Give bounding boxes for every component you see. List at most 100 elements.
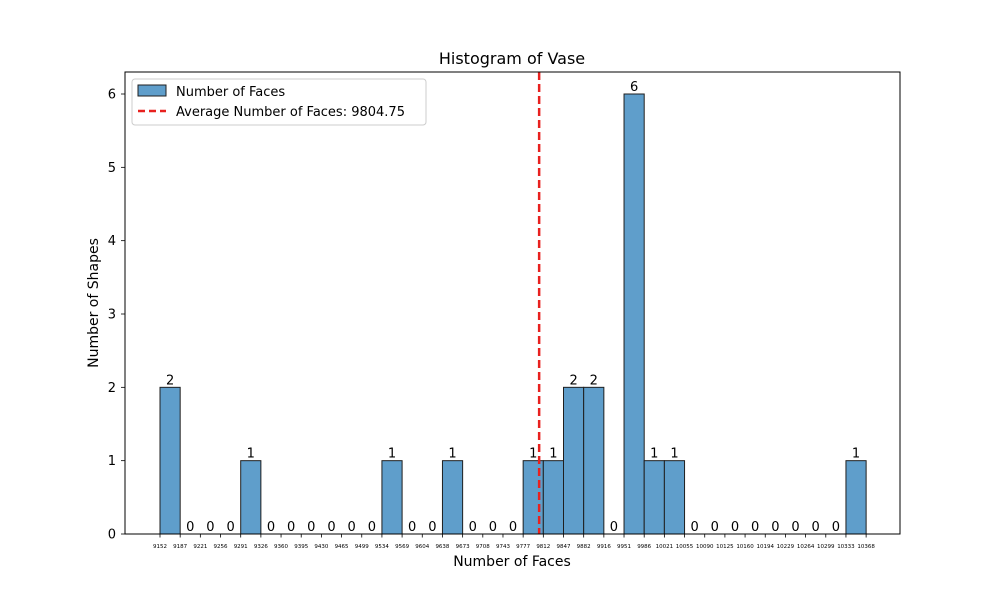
x-tick-label: 9395	[294, 544, 308, 550]
bar-count-label: 1	[388, 447, 396, 462]
bar-count-label: 0	[832, 520, 840, 535]
bar-count-label: 0	[610, 520, 618, 535]
x-tick-label: 10021	[656, 544, 674, 550]
bar-count-label: 1	[549, 447, 557, 462]
x-tick-label: 10368	[857, 544, 875, 550]
bar-count-label: 0	[428, 520, 436, 535]
histogram-bar	[441, 460, 464, 535]
x-tick-label: 9326	[254, 544, 268, 550]
x-tick-label: 9847	[557, 544, 571, 550]
histogram-bar	[563, 386, 585, 535]
legend: Number of Faces Average Number of Faces:…	[131, 78, 427, 126]
bar-count-label: 0	[751, 520, 759, 535]
x-tick-label: 9812	[536, 544, 550, 550]
x-tick-label: 9986	[637, 544, 651, 550]
y-tick-label: 2	[108, 381, 116, 396]
y-ticks-group: 0 1 2 3 4 5 6	[108, 88, 125, 543]
bar-count-label: 0	[327, 520, 335, 535]
bar-count-label: 1	[670, 447, 678, 462]
bar-count-label: 0	[408, 520, 416, 535]
bar-count-label: 0	[368, 520, 376, 535]
legend-swatch-bars	[137, 84, 167, 97]
x-tick-label: 10333	[837, 544, 855, 550]
bar-count-label: 2	[166, 373, 174, 388]
bar-count-label: 1	[448, 447, 456, 462]
x-tick-label: 9499	[355, 544, 369, 550]
histogram-bar	[623, 93, 645, 535]
bar-count-label: 2	[590, 373, 598, 388]
bar-count-label: 0	[186, 520, 194, 535]
bars-group	[159, 93, 867, 535]
bar-count-label: 0	[791, 520, 799, 535]
y-tick-label: 0	[108, 528, 116, 543]
histogram-bar	[583, 386, 605, 535]
bar-count-label: 1	[852, 447, 860, 462]
x-tick-label: 9569	[395, 544, 409, 550]
bar-count-label: 0	[267, 520, 275, 535]
x-tick-label: 9777	[516, 544, 530, 550]
histogram-bar	[381, 460, 403, 535]
histogram-bar	[159, 386, 181, 535]
x-tick-label: 9152	[153, 544, 167, 550]
bar-count-label: 0	[690, 520, 698, 535]
y-axis-label: Number of Shapes	[86, 238, 102, 368]
y-tick-label: 4	[108, 234, 116, 249]
histogram-bar	[542, 460, 565, 535]
x-tick-label: 9187	[173, 544, 187, 550]
chart-title: Histogram of Vase	[439, 49, 585, 68]
x-tick-label: 9882	[577, 544, 591, 550]
bar-count-label: 1	[650, 447, 658, 462]
x-tick-label: 9673	[456, 544, 470, 550]
bar-count-label: 0	[226, 520, 234, 535]
bar-count-label: 0	[307, 520, 315, 535]
x-tick-label: 9534	[375, 544, 389, 550]
x-tick-label: 10125	[716, 544, 734, 550]
bar-count-label: 1	[529, 447, 537, 462]
plot-frame	[124, 71, 901, 535]
bar-count-label: 6	[630, 80, 638, 95]
x-tick-label: 9430	[314, 544, 328, 550]
x-tick-label: 9743	[496, 544, 510, 550]
x-tick-label: 10299	[817, 544, 835, 550]
histogram-bar	[663, 460, 686, 535]
bar-count-label: 0	[469, 520, 477, 535]
bar-count-label: 0	[509, 520, 517, 535]
bar-count-label: 1	[247, 447, 255, 462]
x-tick-label: 10090	[696, 544, 714, 550]
y-tick-label: 3	[108, 308, 116, 323]
x-tick-label: 10160	[736, 544, 754, 550]
x-tick-label: 9360	[274, 544, 288, 550]
bar-count-label: 0	[206, 520, 214, 535]
bar-count-label: 0	[731, 520, 739, 535]
bar-count-label: 0	[287, 520, 295, 535]
bar-count-label: 0	[711, 520, 719, 535]
x-tick-label: 9291	[234, 544, 248, 550]
x-tick-label: 10229	[777, 544, 795, 550]
x-tick-label: 9708	[476, 544, 490, 550]
x-tick-label: 9604	[415, 544, 429, 550]
y-tick-label: 6	[108, 88, 116, 103]
histogram-bar	[845, 460, 867, 535]
x-tick-label: 9256	[214, 544, 228, 550]
legend-label-mean: Average Number of Faces: 9804.75	[176, 105, 405, 120]
y-tick-label: 1	[108, 454, 116, 469]
histogram-bar	[240, 460, 262, 535]
x-tick-label: 9951	[617, 544, 631, 550]
bar-count-label: 0	[348, 520, 356, 535]
y-tick-label: 5	[108, 161, 116, 176]
x-tick-label: 10055	[676, 544, 694, 550]
x-tick-label: 9916	[597, 544, 611, 550]
legend-box	[131, 78, 427, 126]
x-tick-label: 9465	[335, 544, 349, 550]
x-ticks-group: 9152 9187 9221 9256 9291 9326 9360 9395 9430 9465…	[153, 534, 875, 550]
x-axis-label: Number of Faces	[453, 554, 571, 570]
x-tick-label: 9638	[435, 544, 449, 550]
bar-count-label: 0	[489, 520, 497, 535]
x-tick-label: 9221	[193, 544, 207, 550]
x-tick-label: 10264	[797, 544, 815, 550]
bar-count-label: 0	[812, 520, 820, 535]
legend-label-bars: Number of Faces	[176, 85, 285, 100]
x-tick-label: 10194	[757, 544, 775, 550]
